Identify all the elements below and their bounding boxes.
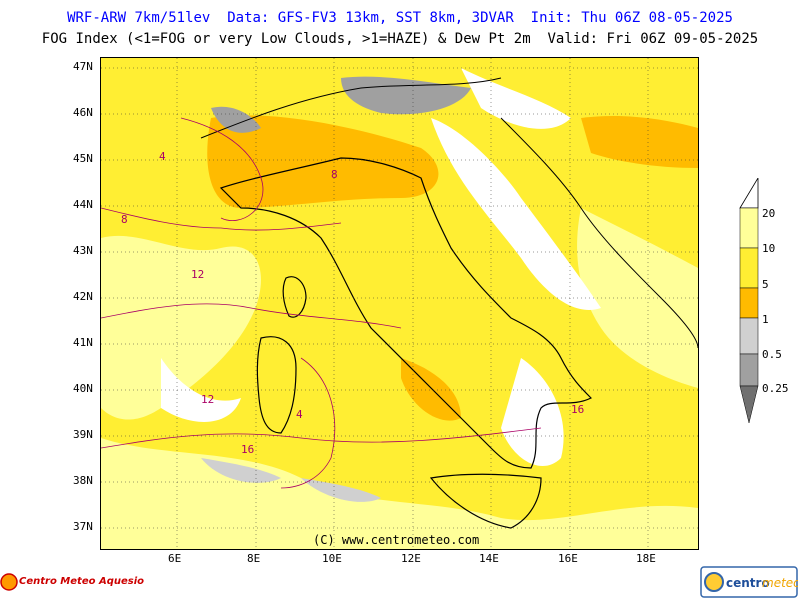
legend-label-5: 5 bbox=[762, 278, 769, 291]
logo-right-text-b: meteo bbox=[762, 576, 798, 590]
legend-band-5 bbox=[739, 287, 759, 319]
header-title: WRF-ARW 7km/51lev Data: GFS-FV3 13km, SS… bbox=[67, 10, 733, 26]
light-haze-area-west bbox=[101, 235, 261, 420]
legend-label-20: 20 bbox=[762, 207, 776, 220]
lat-label-38n: 38N bbox=[73, 474, 93, 487]
lon-label-14e: 14E bbox=[479, 552, 499, 565]
fog-index-legend bbox=[739, 178, 759, 424]
clear-area-north bbox=[461, 68, 571, 129]
clear-area-ionian bbox=[501, 358, 564, 467]
fog-area-alps bbox=[341, 76, 471, 115]
lat-label-47n: 47N bbox=[73, 60, 93, 73]
contour-label-8b: 8 bbox=[331, 168, 338, 181]
legend-band-20 bbox=[739, 207, 759, 249]
dewpoint-contour-8 bbox=[101, 207, 342, 231]
legend-band-10 bbox=[739, 247, 759, 289]
contour-label-16: 16 bbox=[241, 443, 254, 456]
legend-label-05: 0.5 bbox=[762, 348, 782, 361]
legend-band-1 bbox=[739, 317, 759, 355]
lat-label-45n: 45N bbox=[73, 152, 93, 165]
lon-label-10e: 10E bbox=[322, 552, 342, 565]
legend-label-10: 10 bbox=[762, 242, 776, 255]
coastline-sicily bbox=[429, 473, 542, 529]
logo-left-text: Centro Meteo Aquesio bbox=[19, 576, 144, 587]
fog-area-sea bbox=[301, 478, 381, 502]
coastline-sardinia bbox=[256, 336, 297, 434]
lat-label-40n: 40N bbox=[73, 382, 93, 395]
fog-area-alps-2 bbox=[211, 106, 261, 133]
clear-area-adriatic bbox=[431, 118, 601, 310]
lon-label-6e: 6E bbox=[168, 552, 182, 565]
centro-meteo-aquesio-logo bbox=[0, 573, 18, 591]
sun-icon bbox=[0, 573, 18, 591]
legend-label-1: 1 bbox=[762, 313, 769, 326]
logo-right-text-a: centro bbox=[726, 576, 770, 590]
contour-label-16b: 16 bbox=[571, 403, 584, 416]
lat-label-37n: 37N bbox=[73, 520, 93, 533]
lon-label-16e: 16E bbox=[558, 552, 578, 565]
copyright-text: (C) www.centrometeo.com bbox=[313, 533, 480, 547]
fog-area-south bbox=[201, 458, 281, 483]
centrometeo-logo: centro meteo bbox=[700, 566, 798, 598]
globe-icon bbox=[704, 572, 724, 592]
fog-index-map: 4 8 12 16 16 12 8 4 bbox=[100, 57, 699, 550]
haze-area-balkans bbox=[581, 116, 698, 168]
lat-label-43n: 43N bbox=[73, 244, 93, 257]
lon-label-12e: 12E bbox=[401, 552, 421, 565]
legend-label-025: 0.25 bbox=[762, 382, 789, 395]
contour-label-12: 12 bbox=[191, 268, 204, 281]
dewpoint-contour-4 bbox=[180, 117, 264, 221]
legend-bottom-arrow bbox=[739, 385, 759, 424]
lat-label-41n: 41N bbox=[73, 336, 93, 349]
lon-label-8e: 8E bbox=[247, 552, 261, 565]
dewpoint-contour-12 bbox=[101, 303, 402, 329]
coastline-balkans bbox=[500, 117, 698, 349]
lon-label-18e: 18E bbox=[636, 552, 656, 565]
legend-top-arrow bbox=[739, 178, 759, 209]
dewpoint-contour-sea bbox=[280, 357, 336, 489]
border-alps bbox=[200, 77, 502, 139]
lat-label-42n: 42N bbox=[73, 290, 93, 303]
contour-label-12b: 12 bbox=[201, 393, 214, 406]
contour-label-4b: 4 bbox=[296, 408, 303, 421]
contour-label-8: 8 bbox=[121, 213, 128, 226]
haze-area-po-valley bbox=[207, 115, 439, 208]
lat-label-46n: 46N bbox=[73, 106, 93, 119]
light-haze-area-south bbox=[101, 438, 698, 549]
lat-label-44n: 44N bbox=[73, 198, 93, 211]
coastline-corsica bbox=[282, 276, 307, 318]
header-subtitle: FOG Index (<1=FOG or very Low Clouds, >1… bbox=[41, 31, 759, 47]
legend-band-05 bbox=[739, 353, 759, 387]
lat-label-39n: 39N bbox=[73, 428, 93, 441]
contour-label-4: 4 bbox=[159, 150, 166, 163]
dewpoint-contour-16 bbox=[101, 427, 542, 449]
clear-area-sw bbox=[161, 358, 241, 422]
coastline-italy bbox=[219, 157, 593, 469]
